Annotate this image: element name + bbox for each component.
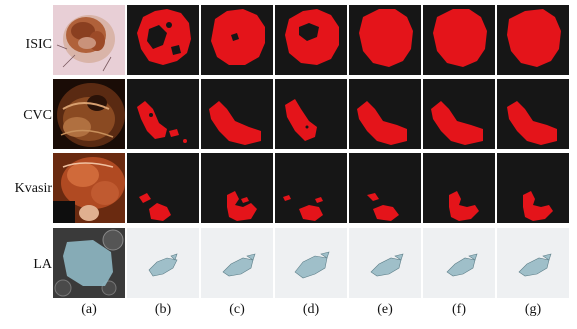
row-label-cvc: CVC (23, 108, 52, 123)
column-label-a: (a) (81, 302, 97, 317)
kvasir-mask-e (349, 153, 421, 223)
isic-mask-b (127, 5, 199, 75)
column-label-b: (b) (154, 302, 172, 317)
kvasir-mask-b (127, 153, 199, 223)
column-label-e: (e) (377, 302, 393, 317)
cvc-mask-f (423, 79, 495, 149)
cvc-mask-d (275, 79, 347, 149)
isic-mask-g (497, 5, 569, 75)
cvc-mask-b (127, 79, 199, 149)
row-label-isic: ISIC (25, 37, 52, 52)
isic-mask-d (275, 5, 347, 75)
cvc-input-image (53, 79, 125, 149)
kvasir-mask-g (497, 153, 569, 223)
kvasir-mask-f (423, 153, 495, 223)
column-label-g: (g) (524, 302, 542, 317)
la-render-e (349, 228, 421, 298)
isic-mask-f (423, 5, 495, 75)
la-render-f (423, 228, 495, 298)
isic-input-image (53, 5, 125, 75)
la-render-b (127, 228, 199, 298)
cvc-mask-e (349, 79, 421, 149)
la-input-image (53, 228, 125, 298)
row-label-la: LA (33, 257, 52, 272)
kvasir-input-image (53, 153, 125, 223)
la-render-d (275, 228, 347, 298)
kvasir-mask-c (201, 153, 273, 223)
cvc-mask-g (497, 79, 569, 149)
la-render-g (497, 228, 569, 298)
isic-mask-c (201, 5, 273, 75)
kvasir-mask-d (275, 153, 347, 223)
la-render-c (201, 228, 273, 298)
column-label-f: (f) (452, 302, 466, 317)
column-label-c: (c) (229, 302, 245, 317)
isic-mask-e (349, 5, 421, 75)
cvc-mask-c (201, 79, 273, 149)
column-label-d: (d) (302, 302, 320, 317)
row-label-kvasir: Kvasir (14, 181, 52, 196)
